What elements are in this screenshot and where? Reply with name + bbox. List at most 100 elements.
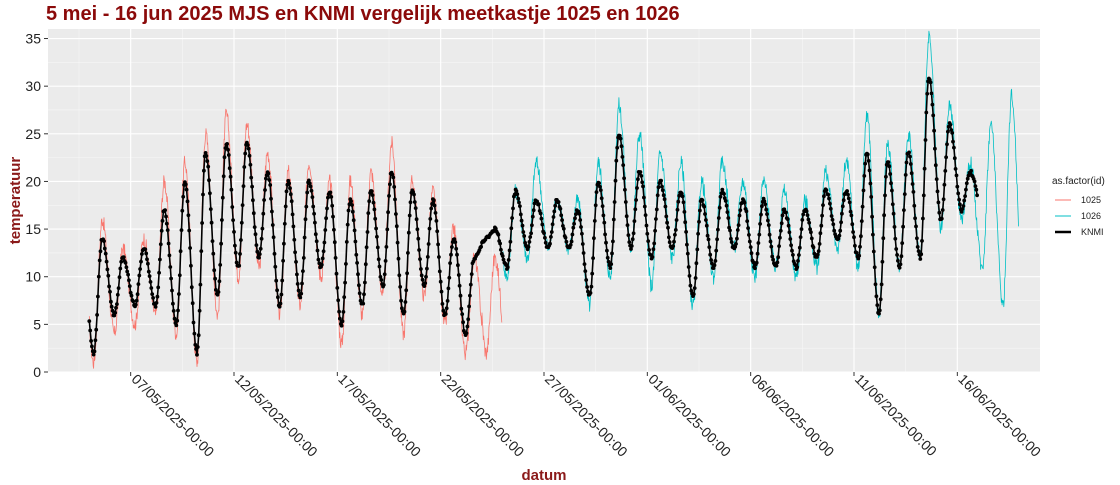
knmi-point xyxy=(748,245,753,250)
knmi-point xyxy=(148,280,153,284)
knmi-point xyxy=(109,304,114,309)
knmi-point xyxy=(319,262,324,267)
knmi-point xyxy=(171,301,175,306)
knmi-point xyxy=(873,282,878,287)
knmi-point xyxy=(660,184,664,189)
knmi-point xyxy=(809,236,814,241)
knmi-point xyxy=(609,262,614,266)
knmi-point xyxy=(212,268,217,273)
knmi-point xyxy=(840,211,844,216)
knmi-point xyxy=(155,294,160,299)
knmi-point xyxy=(455,252,459,257)
knmi-point xyxy=(243,151,248,156)
knmi-point xyxy=(682,210,687,214)
knmi-point xyxy=(274,278,279,283)
knmi-point xyxy=(530,214,535,219)
knmi-point xyxy=(913,216,917,221)
knmi-point xyxy=(735,236,739,241)
knmi-point xyxy=(791,253,795,257)
knmi-point xyxy=(762,199,767,204)
knmi-point xyxy=(912,203,917,208)
knmi-point xyxy=(729,240,734,245)
knmi-point xyxy=(807,220,812,225)
knmi-point xyxy=(952,156,957,161)
knmi-point xyxy=(757,232,762,237)
knmi-point xyxy=(320,256,325,261)
knmi-point xyxy=(240,203,245,208)
knmi-point xyxy=(294,260,298,264)
knmi-point xyxy=(461,320,465,325)
knmi-point xyxy=(559,213,564,218)
knmi-point xyxy=(715,237,719,242)
knmi-point xyxy=(439,289,444,294)
knmi-point xyxy=(736,223,741,228)
knmi-point xyxy=(456,273,461,277)
knmi-point xyxy=(770,254,775,259)
knmi-point xyxy=(692,286,697,290)
knmi-point xyxy=(560,218,564,223)
knmi-point xyxy=(435,229,440,234)
knmi-point xyxy=(782,207,787,212)
knmi-point xyxy=(131,299,136,304)
knmi-point xyxy=(392,185,397,189)
knmi-point xyxy=(718,194,723,199)
knmi-point xyxy=(510,216,514,220)
knmi-point xyxy=(115,302,119,306)
knmi-point xyxy=(373,216,378,221)
knmi-point xyxy=(629,244,634,248)
knmi-point xyxy=(799,227,804,232)
knmi-point xyxy=(342,295,347,299)
knmi-point xyxy=(253,232,258,237)
knmi-point xyxy=(418,257,422,261)
knmi-point xyxy=(395,240,400,245)
knmi-point xyxy=(549,235,553,239)
knmi-point xyxy=(326,195,330,200)
knmi-point xyxy=(639,174,644,178)
knmi-point xyxy=(423,281,428,285)
knmi-point xyxy=(402,309,407,314)
knmi-point xyxy=(396,256,401,261)
knmi-point xyxy=(542,231,546,236)
knmi-point xyxy=(89,339,93,343)
knmi-point xyxy=(226,147,230,152)
knmi-point xyxy=(466,317,471,322)
knmi-point xyxy=(425,255,430,259)
knmi-point xyxy=(900,241,905,246)
knmi-point xyxy=(819,223,824,228)
knmi-point xyxy=(708,252,713,257)
knmi-point xyxy=(376,257,381,262)
knmi-point xyxy=(299,291,304,296)
knmi-point xyxy=(898,262,903,267)
knmi-point xyxy=(133,302,138,307)
knmi-point xyxy=(963,194,967,199)
knmi-point xyxy=(951,139,955,144)
knmi-point xyxy=(519,218,524,223)
knmi-point xyxy=(365,230,370,234)
knmi-point xyxy=(225,142,230,146)
knmi-point xyxy=(345,222,350,227)
knmi-point xyxy=(309,188,314,193)
knmi-point xyxy=(385,227,390,232)
knmi-point xyxy=(908,154,912,159)
knmi-point xyxy=(880,259,885,264)
knmi-point xyxy=(255,249,260,254)
x-tick-label: 22/05/2025-00:00 xyxy=(439,371,528,460)
knmi-point xyxy=(159,228,164,233)
knmi-point xyxy=(375,245,380,250)
knmi-point xyxy=(260,226,265,231)
knmi-point xyxy=(195,345,200,349)
knmi-point xyxy=(178,249,183,254)
knmi-point xyxy=(417,248,421,252)
knmi-point xyxy=(717,205,722,210)
knmi-point xyxy=(703,212,707,216)
knmi-point xyxy=(220,195,225,200)
knmi-point xyxy=(276,295,280,300)
knmi-point xyxy=(667,240,672,245)
knmi-point xyxy=(249,175,254,180)
knmi-point xyxy=(126,278,131,283)
knmi-point xyxy=(355,261,359,265)
knmi-point xyxy=(695,247,700,252)
knmi-point xyxy=(352,228,357,233)
knmi-point xyxy=(800,218,805,222)
knmi-point xyxy=(747,233,751,237)
